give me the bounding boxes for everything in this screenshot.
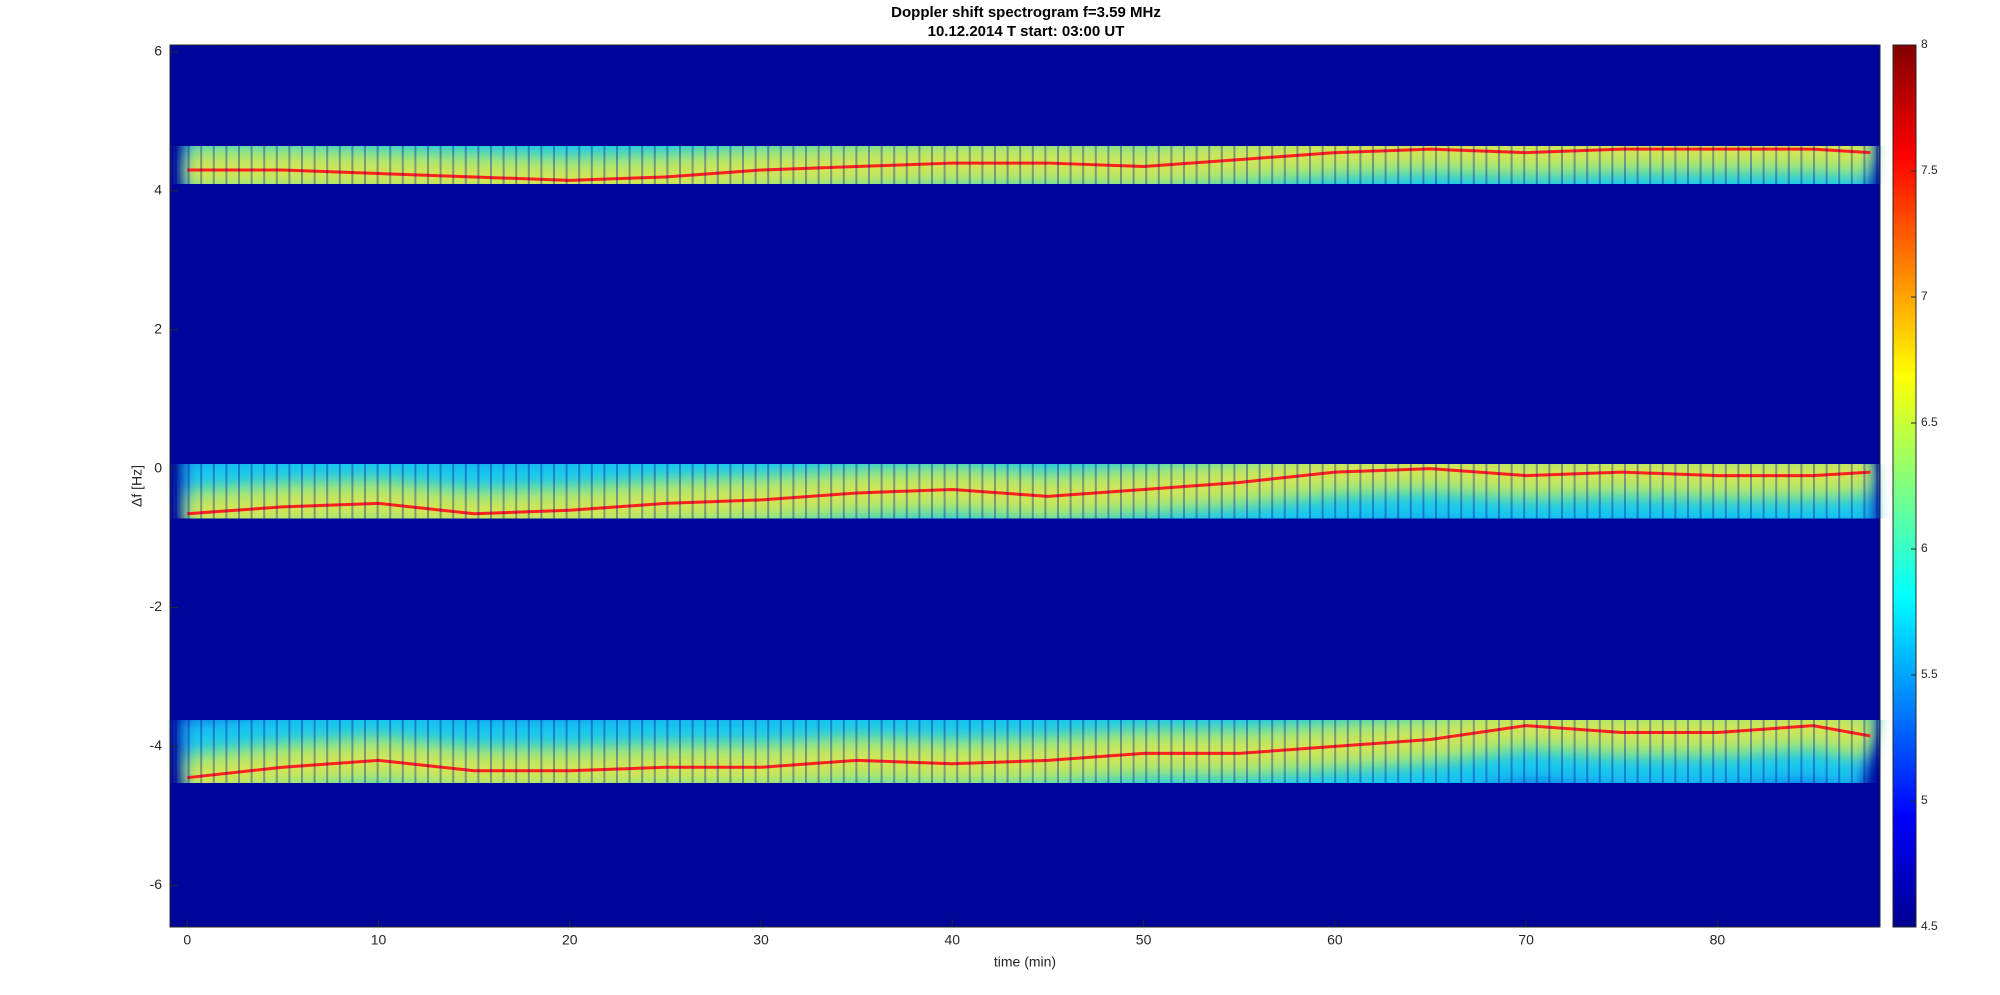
colorbar-tick-label: 8 [1921,37,1928,51]
x-tick-label: 30 [753,932,769,948]
y-tick-label: 6 [154,43,162,59]
ridge-line [187,467,1871,516]
y-tick-label: 0 [154,459,162,475]
x-tick-label: 80 [1710,932,1726,948]
chart-title: Doppler shift spectrogram f=3.59 MHz [891,4,1161,21]
chart-subtitle: 10.12.2014 T start: 03:00 UT [928,23,1125,40]
ridge-line [187,724,1871,780]
colorbar-tick-label: 6.5 [1921,415,1938,429]
ridge-line [187,147,1871,182]
y-tick-label: -6 [150,876,163,892]
y-tick-label: -4 [150,737,163,753]
x-tick-label: 50 [1136,932,1152,948]
x-tick-label: 10 [371,932,387,948]
colorbar [1892,44,1917,928]
colorbar-tick-label: 6 [1921,541,1928,555]
x-axis-label: time (min) [994,954,1056,970]
y-tick-label: -2 [150,598,163,614]
x-tick-label: 60 [1327,932,1343,948]
x-tick-label: 40 [945,932,961,948]
colorbar-tick-label: 7.5 [1921,163,1938,177]
colorbar-tick-label: 5 [1921,793,1928,807]
y-axis-label: Δf [Hz] [129,465,145,507]
x-tick-label: 70 [1518,932,1534,948]
x-tick-label: 20 [562,932,578,948]
plot-frame [169,44,1881,928]
colorbar-tick-label: 7 [1921,289,1928,303]
y-tick-label: 2 [154,320,162,336]
colorbar-tick-label: 5.5 [1921,667,1938,681]
x-tick-label: 0 [183,932,191,948]
colorbar-tick-label: 4.5 [1921,919,1938,933]
y-tick-label: 4 [154,182,162,198]
